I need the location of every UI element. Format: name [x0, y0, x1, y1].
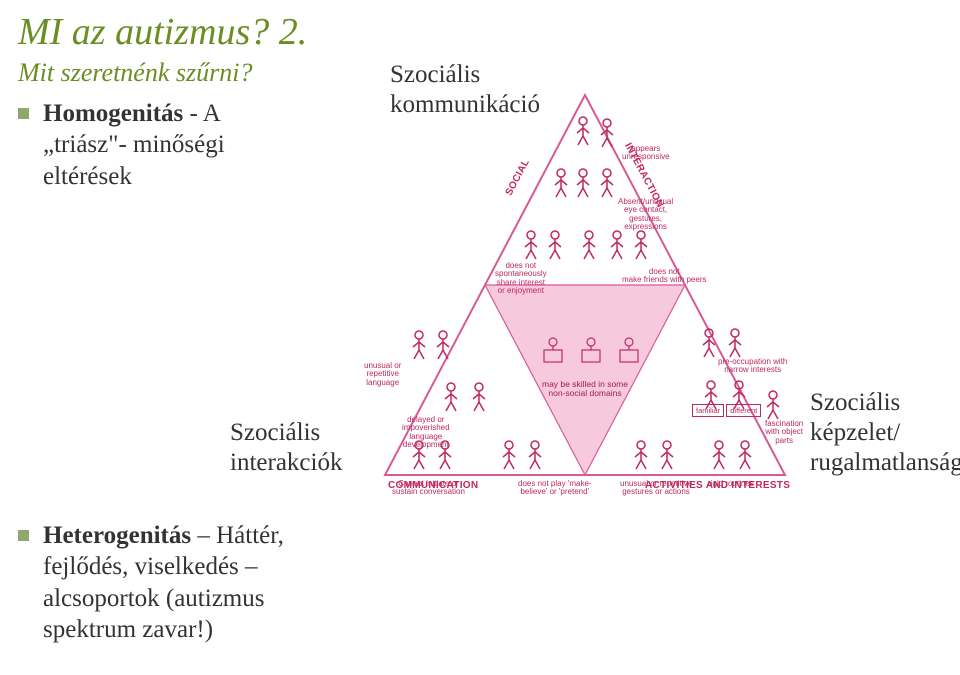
stick-figure-icon: [546, 230, 564, 260]
bullet-icon: [18, 530, 29, 541]
caption: unusual or repetitive language: [364, 362, 401, 387]
bullet-2-text: Heterogenitás – Háttér, fejlődés, viselk…: [43, 520, 284, 645]
inner-icon: [542, 336, 564, 371]
bullet-1-l2: „triász"- minőségi: [43, 131, 225, 158]
inner-icon: [618, 336, 640, 371]
caption: fascination with object parts: [765, 420, 803, 445]
stick-figure-icon: [608, 230, 626, 260]
bullet-1-text: Homogenitás - A „triász"- minőségi eltér…: [43, 98, 225, 192]
bullet-1-rest: - A: [183, 100, 221, 127]
stick-figure-icon: [470, 382, 488, 412]
caption: appears unresponsive: [622, 145, 670, 162]
stick-figure-icon: [730, 380, 748, 410]
stick-figure-icon: [726, 328, 744, 358]
inner-icon: [580, 336, 602, 371]
caption: does not play 'make- believe' or 'preten…: [518, 480, 592, 497]
label-right-3: rugalmatlanság: [810, 449, 960, 476]
slide-title: MI az autizmus? 2.: [18, 10, 307, 54]
stick-figure-icon: [500, 440, 518, 470]
stick-figure-icon: [736, 440, 754, 470]
stick-figure-icon: [526, 440, 544, 470]
stick-figure-icon: [410, 330, 428, 360]
stick-figure-icon: [580, 230, 598, 260]
stick-figure-icon: [764, 390, 782, 420]
bullet-2-l2: fejlődés, viselkedés –: [43, 553, 258, 580]
bullet-2-bold: Heterogenitás: [43, 522, 191, 549]
caption: does not make friends with peers: [622, 268, 706, 285]
label-imagination: Szociális képzelet/ rugalmatlanság: [810, 388, 960, 478]
caption: Cannot initiate or sustain conversation: [392, 480, 465, 497]
bullet-2-rest: – Háttér,: [191, 522, 284, 549]
caption: rigid routines: [708, 480, 754, 488]
stick-figure-icon: [410, 440, 428, 470]
stick-figure-icon: [702, 380, 720, 410]
stick-figure-icon: [598, 168, 616, 198]
stick-figure-icon: [574, 168, 592, 198]
stick-figure-icon: [598, 118, 616, 148]
bullet-1-l3: eltérések: [43, 163, 132, 190]
bullet-2-l3: alcsoportok (autizmus: [43, 585, 264, 612]
triad-diagram: SOCIAL INTERACTION COMMUNICATION ACTIVIT…: [370, 80, 800, 500]
stick-figure-icon: [434, 330, 452, 360]
label-right-2: képzelet/: [810, 419, 900, 446]
bullet-2: Heterogenitás – Háttér, fejlődés, viselk…: [18, 520, 418, 645]
label-interactions: Szociális interakciók: [230, 418, 342, 478]
stick-figure-icon: [552, 168, 570, 198]
stick-figure-icon: [632, 230, 650, 260]
slide-subtitle: Mit szeretnénk szűrni?: [18, 58, 252, 88]
stick-figure-icon: [574, 116, 592, 146]
stick-figure-icon: [442, 382, 460, 412]
stick-figure-icon: [522, 230, 540, 260]
stick-figure-icon: [658, 440, 676, 470]
caption: unusual or repetitive gestures or action…: [620, 480, 692, 497]
bullet-1-bold: Homogenitás: [43, 100, 183, 127]
caption: pre-occupation with narrow interests: [718, 358, 787, 375]
stick-figure-icon: [700, 328, 718, 358]
stick-figure-icon: [632, 440, 650, 470]
stick-figure-icon: [436, 440, 454, 470]
stick-figure-icon: [710, 440, 728, 470]
bullet-2-l4: spektrum zavar!): [43, 616, 213, 643]
bullet-icon: [18, 108, 29, 119]
caption: does not spontaneously share interest or…: [495, 262, 547, 296]
inner-text: may be skilled in some non-social domain…: [530, 380, 640, 398]
caption: Absent/unusual eye contact, gestures, ex…: [618, 198, 673, 232]
bullet-1: Homogenitás - A „triász"- minőségi eltér…: [18, 98, 358, 192]
label-right-1: Szociális: [810, 389, 900, 416]
